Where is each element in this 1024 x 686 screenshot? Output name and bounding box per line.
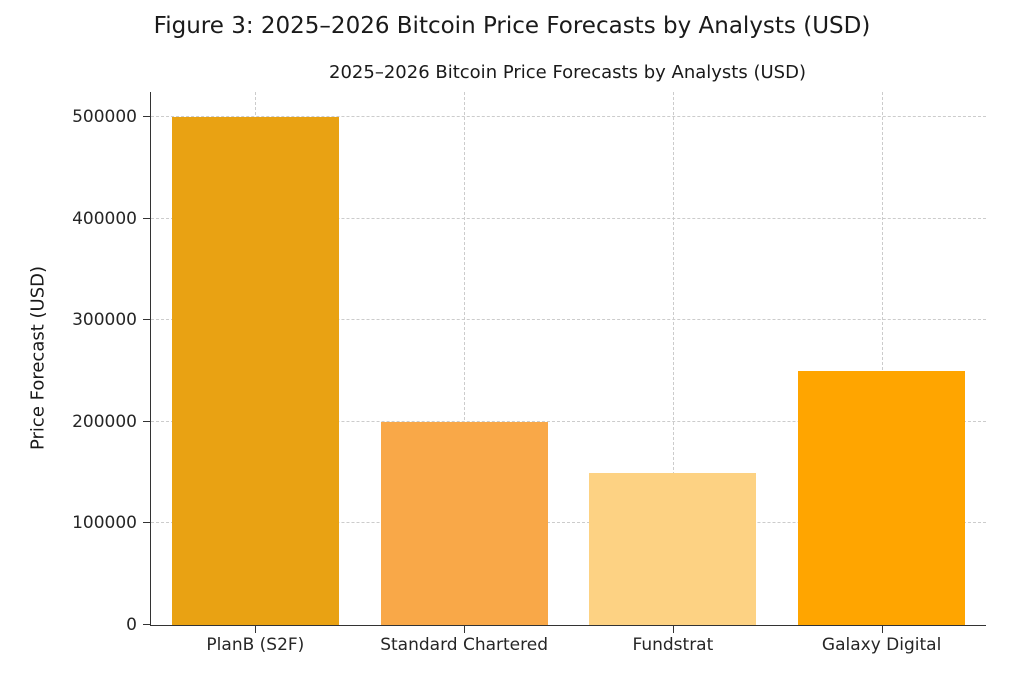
- bar-galaxy-digital: [798, 371, 966, 625]
- gridline-vertical: [464, 92, 466, 625]
- y-tick-mark: [143, 319, 151, 321]
- bar-standard-chartered: [380, 421, 548, 625]
- gridline-horizontal: [151, 319, 986, 321]
- y-tick-mark: [143, 624, 151, 625]
- bar-fundstrat: [589, 472, 757, 625]
- gridline-horizontal: [151, 522, 986, 524]
- x-tick-label: Standard Chartered: [380, 635, 549, 655]
- gridline-vertical: [672, 92, 674, 625]
- y-tick-mark: [143, 217, 151, 219]
- y-tick-mark: [143, 116, 151, 118]
- x-tick-mark: [464, 625, 466, 633]
- y-tick-label: 300000: [72, 310, 137, 331]
- y-axis-label: Price Forecast (USD): [27, 265, 49, 451]
- x-tick-mark: [881, 625, 883, 633]
- y-tick-mark: [143, 522, 151, 524]
- plot-area: 0 100000 200000 300000 400000 500000 PlanB (S2…: [72, 92, 986, 655]
- x-tick-mark: [672, 625, 674, 633]
- x-tick-label: PlanB (S2F): [206, 635, 305, 655]
- gridline-vertical: [881, 92, 883, 625]
- x-tick-mark: [255, 625, 257, 633]
- y-tick-label: 500000: [72, 107, 137, 128]
- gridline-horizontal: [151, 116, 986, 118]
- y-tick-label: 400000: [72, 208, 137, 229]
- chart-title: 2025–2026 Bitcoin Price Forecasts by Ana…: [329, 62, 806, 83]
- x-tick-label: Fundstrat: [632, 635, 714, 655]
- y-tick-label: 200000: [72, 411, 137, 432]
- x-tick-label: Galaxy Digital: [821, 635, 942, 655]
- gridline-horizontal: [151, 420, 986, 422]
- figure-title: Figure 3: 2025–2026 Bitcoin Price Foreca…: [153, 13, 871, 39]
- y-tick-mark: [143, 420, 151, 422]
- y-tick-label: 100000: [72, 513, 137, 534]
- y-tick-label: 0: [126, 615, 137, 635]
- gridline-horizontal: [151, 217, 986, 219]
- bar-planb-s2f-: [171, 117, 339, 625]
